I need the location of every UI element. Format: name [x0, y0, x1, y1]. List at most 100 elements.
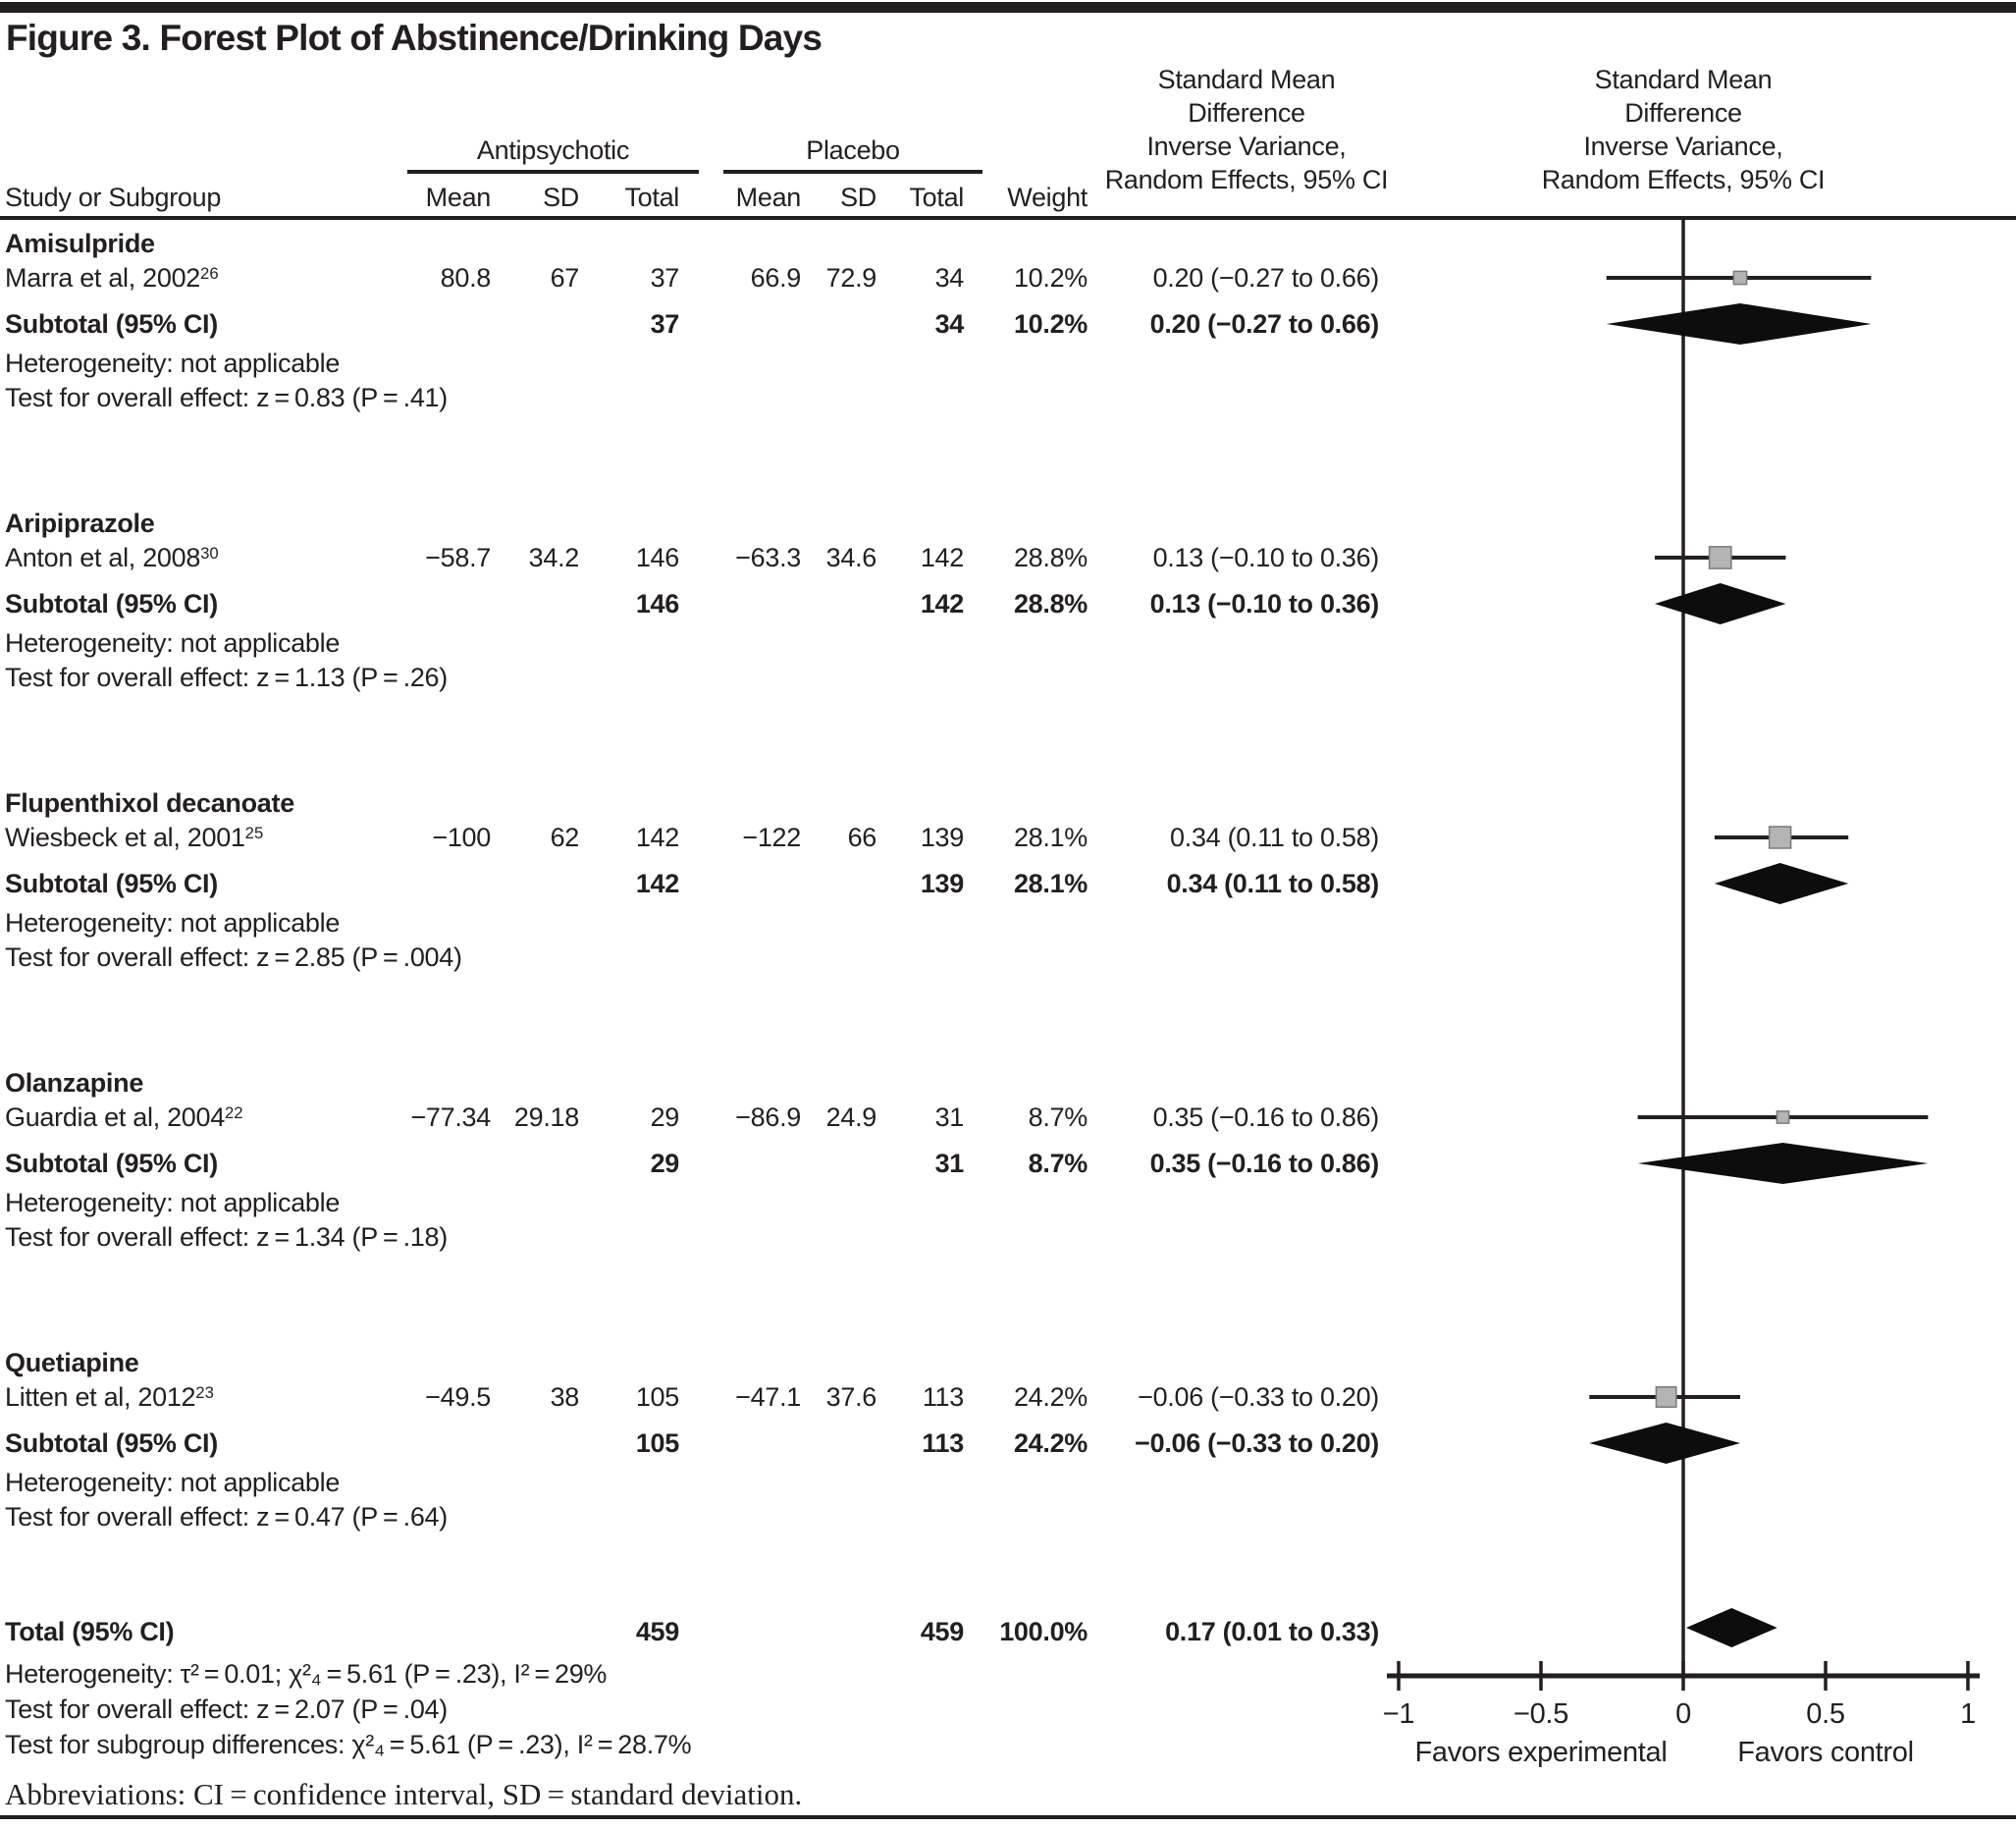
heterogeneity-text: Heterogeneity: not applicable: [5, 1468, 341, 1497]
overall-effect-text: Test for overall effect: z = 2.85 (P = .…: [5, 942, 462, 972]
overall-effect-row: Test for overall effect: z = 2.85 (P = .…: [0, 939, 2016, 976]
axis-tick-label: 0.5: [1806, 1698, 1844, 1730]
total-diamond: [1685, 1608, 1777, 1647]
weight-value: 24.2%: [1013, 1382, 1088, 1412]
total1-value: 459: [635, 1617, 679, 1646]
study-label: Litten et al, 201223: [5, 1382, 214, 1412]
mean1-value: −58.7: [425, 543, 491, 572]
sd1-value: 38: [550, 1382, 580, 1412]
subtotal-label: Subtotal (95% CI): [5, 589, 218, 618]
subtotal-row: Subtotal (95% CI) 105 113 24.2% −0.06 (−0.33…: [0, 1425, 2016, 1462]
group2-header: Placebo: [723, 131, 982, 174]
total-heterogeneity-text: Heterogeneity: τ² = 0.01; χ²₄ = 5.61 (P …: [5, 1659, 608, 1689]
overall-effect-text: Test for overall effect: z = 0.47 (P = .…: [5, 1502, 448, 1532]
header-rule: [0, 216, 2016, 220]
mean2-value: −47.1: [735, 1382, 801, 1412]
total2-value: 142: [920, 589, 964, 618]
ci-text-value: −0.06 (−0.33 to 0.20): [1135, 1428, 1379, 1458]
study-reference-number: 26: [200, 264, 219, 283]
col-header-sd1: SD: [543, 183, 579, 212]
mean2-value: −86.9: [735, 1102, 801, 1132]
subtotal-label: Subtotal (95% CI): [5, 1149, 218, 1178]
study-weight-square: [1708, 546, 1732, 569]
favors-left-label: Favors experimental: [1414, 1737, 1667, 1768]
total2-value: 139: [920, 823, 964, 852]
col-header-total1: Total: [624, 183, 679, 212]
effect-header-line: Difference: [1188, 98, 1305, 128]
group-header-row: Olanzapine: [0, 1064, 2016, 1102]
weight-value: 8.7%: [1028, 1149, 1088, 1178]
sd2-value: 34.6: [825, 543, 877, 572]
effect-header-line: Random Effects, 95% CI: [1104, 165, 1389, 194]
mean2-value: 66.9: [750, 263, 802, 293]
group-header-row: Flupenthixol decanoate: [0, 784, 2016, 822]
effect-header-line: Random Effects, 95% CI: [1541, 165, 1826, 194]
col-header-sd2: SD: [840, 183, 876, 212]
effect-header-line: Inverse Variance,: [1146, 132, 1347, 161]
heterogeneity-row: Heterogeneity: not applicable: [0, 1464, 2016, 1501]
study-row: Guardia et al, 200422 −77.34 29.18 29 −86.9 2…: [0, 1099, 2016, 1136]
weight-value: 10.2%: [1013, 309, 1088, 339]
effect-header-line: Difference: [1624, 98, 1742, 128]
effect-text-column-header: Standard Mean Difference Inverse Varianc…: [1088, 63, 1406, 196]
group-header-row: Quetiapine: [0, 1344, 2016, 1381]
sd2-value: 72.9: [825, 263, 877, 293]
mean2-value: −122: [742, 823, 801, 852]
group-header-row: Aripiprazole: [0, 505, 2016, 542]
figure-title: Figure 3. Forest Plot of Abstinence/Drin…: [6, 18, 822, 58]
total1-value: 142: [635, 823, 679, 852]
effect-header-line: Standard Mean: [1594, 65, 1773, 94]
group-name: Quetiapine: [5, 1348, 139, 1377]
study-weight-square: [1732, 270, 1748, 286]
group-header-row: Amisulpride: [0, 225, 2016, 262]
subtotal-row: Subtotal (95% CI) 146 142 28.8% 0.13 (−0.10 …: [0, 585, 2016, 622]
subgroup-differences-row: Test for subgroup differences: χ²₄ = 5.6…: [0, 1726, 2016, 1763]
weight-value: 24.2%: [1013, 1428, 1088, 1458]
total1-value: 142: [635, 869, 679, 898]
subtotal-diamond: [1637, 1143, 1929, 1184]
axis-tick-label: 1: [1960, 1698, 1976, 1730]
weight-value: 28.8%: [1013, 543, 1088, 572]
axis-tick-label: −1: [1383, 1698, 1414, 1730]
study-row: Anton et al, 200830 −58.7 34.2 146 −63.3 34.6…: [0, 539, 2016, 576]
overall-effect-row: Test for overall effect: z = 0.47 (P = .…: [0, 1498, 2016, 1535]
effect-plot-column-header: Standard Mean Difference Inverse Varianc…: [1485, 63, 1882, 196]
total1-value: 105: [635, 1382, 679, 1412]
ci-text-value: 0.34 (0.11 to 0.58): [1166, 869, 1380, 898]
total2-value: 459: [920, 1617, 964, 1646]
overall-effect-row: Test for overall effect: z = 0.83 (P = .…: [0, 379, 2016, 416]
heterogeneity-row: Heterogeneity: not applicable: [0, 624, 2016, 662]
mean1-value: −49.5: [425, 1382, 491, 1412]
study-reference-number: 30: [200, 544, 219, 563]
total-row: Total (95% CI) 459 459 100.0% 0.17 (0.01 to …: [0, 1613, 2016, 1650]
study-weight-square: [1768, 826, 1792, 849]
favors-right-label: Favors control: [1737, 1737, 1914, 1768]
sd2-value: 24.9: [825, 1102, 877, 1132]
weight-value: 28.8%: [1013, 589, 1088, 618]
subtotal-label: Subtotal (95% CI): [5, 1428, 218, 1458]
ci-text-value: 0.35 (−0.16 to 0.86): [1152, 1102, 1380, 1132]
total1-value: 37: [650, 263, 680, 293]
subtotal-label: Subtotal (95% CI): [5, 309, 218, 339]
subtotal-row: Subtotal (95% CI) 37 34 10.2% 0.20 (−0.27 to…: [0, 305, 2016, 343]
total2-value: 31: [934, 1102, 965, 1132]
total-heterogeneity-row: Heterogeneity: τ² = 0.01; χ²₄ = 5.61 (P …: [0, 1655, 2016, 1693]
col-header-weight: Weight: [1007, 183, 1088, 212]
overall-effect-text: Test for overall effect: z = 1.34 (P = .…: [5, 1222, 448, 1252]
group-name: Aripiprazole: [5, 509, 155, 538]
total2-value: 113: [922, 1382, 964, 1412]
sd1-value: 34.2: [528, 543, 580, 572]
subtotal-diamond: [1655, 583, 1786, 624]
subgroup-differences-text: Test for subgroup differences: χ²₄ = 5.6…: [5, 1730, 692, 1759]
group-name: Flupenthixol decanoate: [5, 788, 294, 818]
axis-tick-label: −0.5: [1513, 1698, 1568, 1730]
total1-value: 105: [635, 1428, 679, 1458]
study-row: Litten et al, 201223 −49.5 38 105 −47.1 37.6 1…: [0, 1378, 2016, 1416]
total1-value: 146: [635, 589, 679, 618]
overall-effect-text: Test for overall effect: z = 0.83 (P = .…: [5, 383, 448, 412]
mean1-value: −100: [432, 823, 491, 852]
group-name: Amisulpride: [5, 229, 155, 258]
group1-header: Antipsychotic: [407, 131, 699, 174]
